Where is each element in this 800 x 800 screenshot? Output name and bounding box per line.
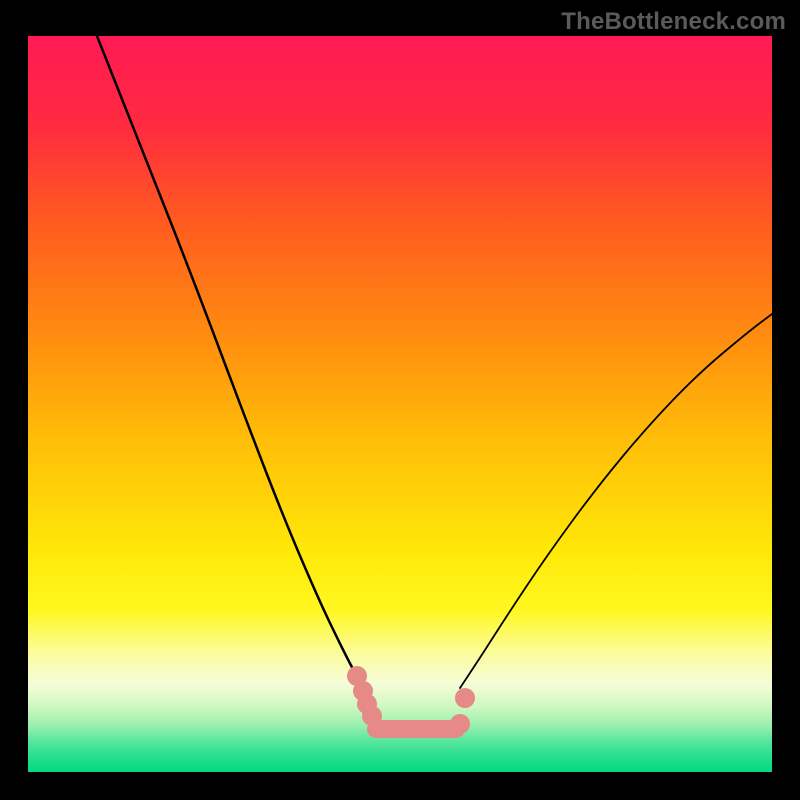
watermark-text: TheBottleneck.com bbox=[561, 8, 786, 36]
bottleneck-chart bbox=[28, 36, 772, 772]
marker-dot bbox=[455, 688, 475, 708]
marker-dot bbox=[450, 714, 470, 734]
chart-frame: TheBottleneck.com bbox=[0, 0, 800, 800]
